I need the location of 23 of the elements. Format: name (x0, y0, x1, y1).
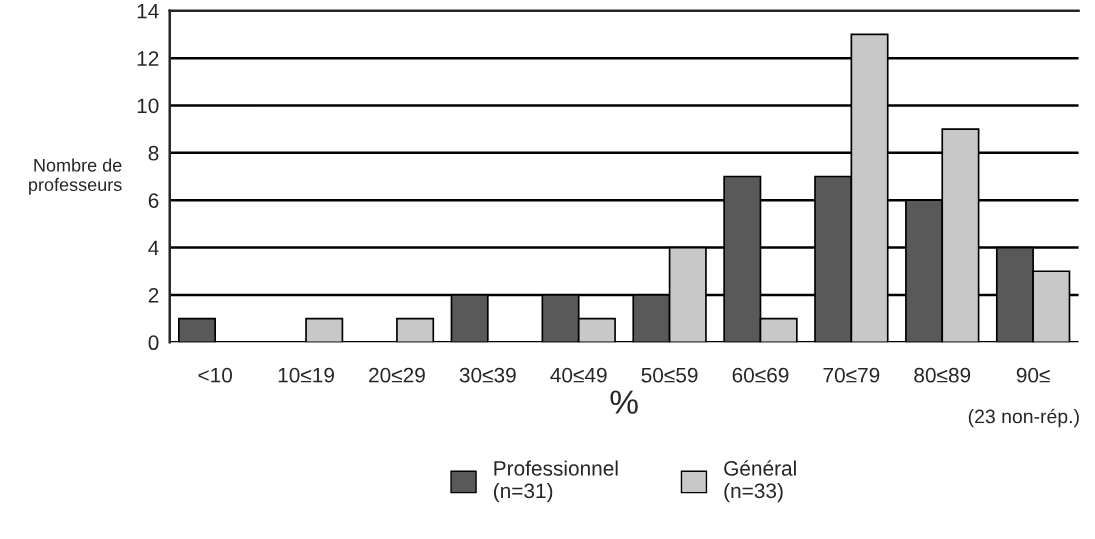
x-tick-label: 60≤69 (732, 367, 789, 383)
y-tick-label: 12 (137, 51, 159, 66)
x-tick-label: 20≤29 (369, 367, 425, 383)
y-tick-label: 4 (148, 240, 159, 256)
y-tick-label: 2 (148, 287, 159, 303)
legend-label: Général (n=33) (724, 460, 796, 503)
y-tick-label: 0 (148, 335, 159, 351)
y-axis-title: Nombre de professeurs (29, 158, 122, 195)
y-tick-label: 6 (148, 193, 159, 208)
x-tick-label: 70≤79 (823, 367, 880, 383)
x-axis-title: % (610, 390, 638, 414)
y-tick-label: 8 (148, 145, 159, 161)
text: (23 non-rép.) (968, 408, 1079, 428)
x-tick-label: 10≤19 (278, 367, 334, 383)
x-tick-label: 80≤89 (914, 367, 971, 383)
x-tick-label: 90≤ (1016, 367, 1050, 383)
y-tick-label: 14 (137, 4, 159, 19)
y-tick-label: 10 (137, 98, 159, 114)
x-tick-label: 50≤59 (641, 367, 698, 383)
legend-label: Professionnel (n=31) (494, 460, 618, 503)
x-tick-label: <10 (198, 367, 233, 383)
x-tick-label: 30≤39 (459, 367, 516, 383)
x-tick-label: 40≤49 (550, 367, 607, 383)
